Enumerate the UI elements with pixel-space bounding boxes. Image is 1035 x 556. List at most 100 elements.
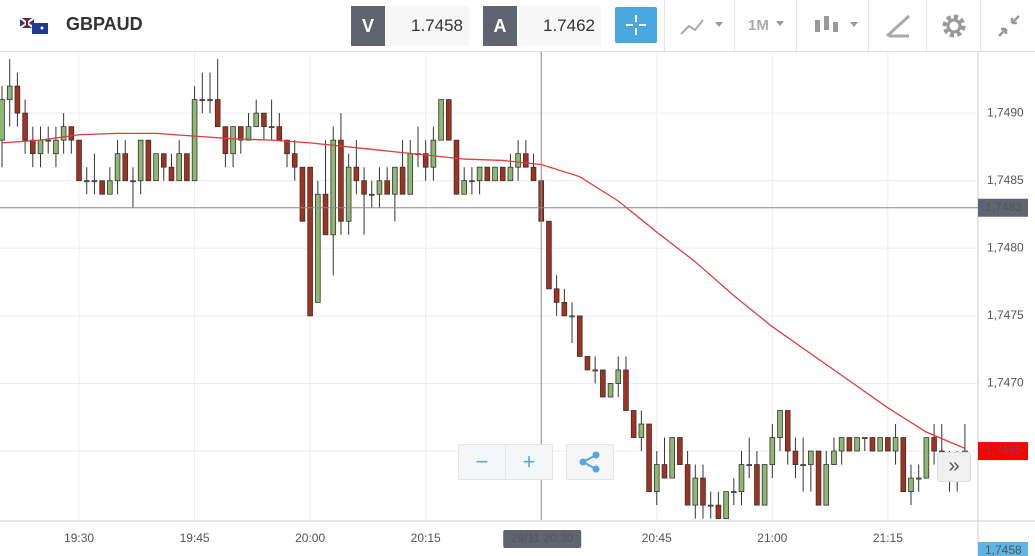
price-marker-label: 1,7465 [985,443,1022,457]
candle-body [546,220,552,290]
candle-body [399,166,406,195]
candle-body [91,180,98,183]
candle-body [284,139,290,155]
candle-body [315,193,321,303]
candle-body [184,153,190,182]
candle-body [707,504,714,507]
candle-body [0,99,5,141]
moving-average [1,132,966,449]
candle-body [831,450,837,465]
candle-body [299,166,306,222]
candle-body [461,180,467,195]
candle-body [376,180,383,195]
candle-body [823,464,830,506]
candle-body [484,166,491,182]
candle-body [291,153,298,168]
candle-body [45,139,52,142]
y-tick-label: 1,7470 [987,376,1024,390]
candle-body [168,166,175,182]
candle-body [361,180,367,195]
y-tick-label: 1,7475 [987,308,1024,322]
candle-body [653,464,660,493]
candle-body [469,180,475,183]
candle-body [430,139,437,168]
candle-body [553,288,560,303]
draw-icon [885,14,911,38]
candle-body [869,437,876,452]
candle-body [800,464,806,466]
candle-body [137,139,144,182]
candle-body [207,99,213,102]
candle-body [338,139,344,222]
candle-body [854,437,860,452]
x-tick-label: 20:15 [411,531,441,545]
gear-icon [942,14,966,38]
candle-body [723,491,729,520]
crosshair-price-label: 1,7483 [985,200,1022,214]
candle-body [353,166,360,182]
candle-body [476,166,483,182]
share-button[interactable] [566,444,614,480]
candle-body [861,437,868,439]
candle-body [777,410,783,438]
candle-body [114,153,121,182]
candle-body [330,139,337,236]
candle-body [68,126,75,141]
settings-button[interactable] [926,0,981,51]
candle-body [499,166,506,182]
candle-body [14,85,21,114]
candle-body [145,139,152,182]
candle-body [130,180,136,183]
candle-body [600,369,606,398]
ask-label[interactable]: A [483,6,517,46]
collapse-button[interactable] [980,0,1035,51]
price-marker-label: 1,7458 [985,543,1022,556]
candle-body [838,437,845,452]
crosshair-price-box [978,198,1028,217]
candle-body [738,464,745,493]
candle-body [700,477,706,506]
candle-body [569,315,575,318]
bid-price[interactable]: 1.7458 [385,6,469,46]
zoom-out-button[interactable]: − [458,444,506,480]
candle-body [769,437,776,465]
flag-icon [20,18,48,34]
crosshair-time-label: 29/11 20:30 [511,531,574,545]
candle-body [492,166,498,182]
candle-body [30,139,36,155]
candle-body [754,464,760,506]
candle-body [607,383,614,398]
timeframe-button[interactable]: 1M [734,0,797,51]
candle-body [199,99,206,102]
candle-body [592,369,598,372]
draw-button[interactable] [868,0,927,51]
x-tick-label: 20:00 [295,531,325,545]
candle-body [715,504,722,520]
share-icon [579,451,600,473]
candle-body [885,437,891,452]
candle-body [99,180,105,195]
candle-body [22,112,28,141]
candle-body [384,180,390,195]
price-marker-box [978,442,1028,461]
scroll-end-button[interactable]: » [937,452,971,482]
candle-body [623,369,629,411]
zoom-in-button[interactable]: + [505,444,553,480]
candle-body [731,491,737,494]
candle-body [615,369,622,384]
candle-body [507,166,514,182]
ask-price[interactable]: 1.7462 [517,6,601,46]
candle-type-button[interactable] [796,0,869,51]
bid-label[interactable]: V [351,6,385,46]
candle-body [245,126,252,141]
candle-body [83,180,90,183]
chart-type-button[interactable] [664,0,735,51]
candle-body [438,99,444,141]
crosshair-button[interactable] [615,7,657,43]
candle-body [392,166,398,195]
y-tick-label: 1,7480 [987,240,1024,254]
candle-body [230,126,236,155]
candle-body [345,166,352,222]
chart-type-icon [680,19,723,35]
candle-body [515,153,521,168]
